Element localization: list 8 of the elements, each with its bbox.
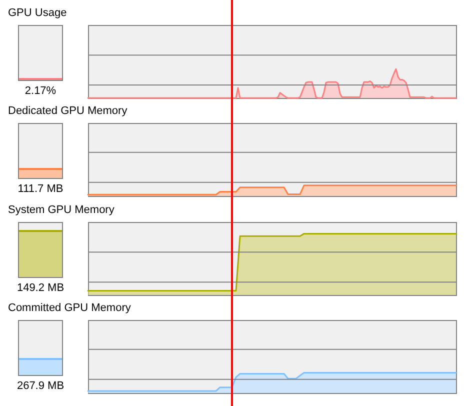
text: 267.9 MB <box>16 380 66 393</box>
chart-title: Committed GPU Memory <box>8 302 131 315</box>
text: 149.2 MB <box>16 282 66 295</box>
chart-title: Dedicated GPU Memory <box>8 105 128 118</box>
text: 111.7 MB <box>16 183 64 196</box>
text: 2.17% <box>24 85 58 98</box>
chart-title: System GPU Memory <box>8 204 114 217</box>
chart-title: GPU Usage <box>8 7 67 20</box>
